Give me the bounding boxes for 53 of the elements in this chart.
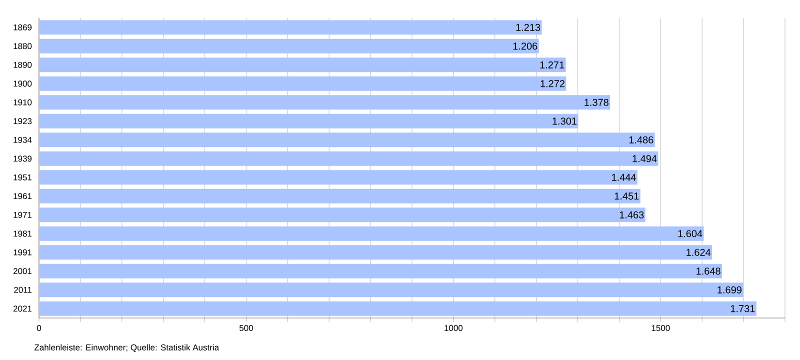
bar xyxy=(39,38,539,54)
y-tick-label: 1951 xyxy=(14,174,32,180)
bar xyxy=(39,58,566,72)
data-label: 1.451 xyxy=(614,192,639,200)
data-label: 1.444 xyxy=(612,174,636,181)
data-label: 1.604 xyxy=(678,230,702,238)
y-tick-label: 2021 xyxy=(13,306,32,312)
data-label: 1.648 xyxy=(696,268,720,275)
bar xyxy=(39,76,566,91)
bar xyxy=(39,132,655,148)
text: Zahlenleiste: Einwohner; Quelle: Statistik Austria xyxy=(34,344,220,352)
y-tick-label: 1880 xyxy=(14,43,32,50)
bar xyxy=(39,95,610,110)
y-tick-label: 1971 xyxy=(14,212,32,218)
y-tick-label: 1869 xyxy=(14,24,32,30)
y-tick-label: 1961 xyxy=(14,193,32,200)
bar xyxy=(39,208,646,222)
y-tick-label: 1923 xyxy=(14,118,32,124)
y-tick-label: 2011 xyxy=(14,286,32,293)
y-tick-label: 1910 xyxy=(14,99,32,106)
y-tick-label: 1900 xyxy=(14,80,32,87)
x-tick-label: 1500 xyxy=(652,325,670,332)
y-tick-label: 1981 xyxy=(14,230,32,237)
bar xyxy=(39,245,712,260)
data-label: 1.699 xyxy=(718,286,742,294)
data-label: 1.731 xyxy=(730,305,755,312)
data-label: 1.213 xyxy=(516,24,540,31)
bar xyxy=(39,264,722,278)
bar xyxy=(39,226,704,241)
bar xyxy=(39,282,744,298)
data-label: 1.206 xyxy=(513,42,538,50)
y-tick-label: 1939 xyxy=(14,156,32,162)
data-label: 1.486 xyxy=(629,136,654,144)
x-tick-label: 0 xyxy=(36,325,42,332)
bar xyxy=(39,188,640,204)
data-label: 1.272 xyxy=(540,80,564,88)
y-tick-label: 2001 xyxy=(13,268,32,274)
x-tick-label: 500 xyxy=(239,325,253,332)
bar xyxy=(39,301,756,316)
data-label: 1.624 xyxy=(686,248,711,256)
x-tick-label: 1000 xyxy=(444,325,463,332)
data-label: 1.378 xyxy=(584,98,608,106)
bar xyxy=(39,20,542,35)
y-tick-label: 1934 xyxy=(14,136,32,143)
bar xyxy=(39,170,638,185)
data-label: 1.463 xyxy=(620,211,644,218)
bar xyxy=(39,151,658,166)
bar xyxy=(39,114,578,128)
data-label: 1.301 xyxy=(552,118,577,125)
data-label: 1.271 xyxy=(540,61,564,68)
data-label: 1.494 xyxy=(632,155,657,162)
y-tick-label: 1991 xyxy=(14,249,32,256)
y-tick-label: 1890 xyxy=(14,62,32,68)
